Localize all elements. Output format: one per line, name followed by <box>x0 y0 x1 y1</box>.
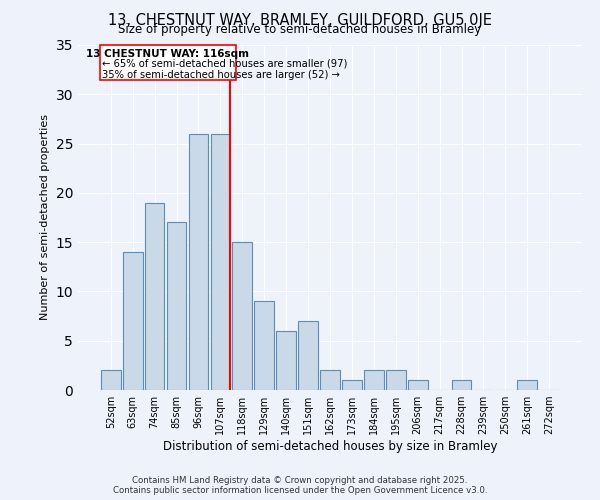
Bar <box>364 370 384 390</box>
Bar <box>167 222 187 390</box>
Bar <box>386 370 406 390</box>
Bar <box>320 370 340 390</box>
Bar <box>211 134 230 390</box>
Bar <box>408 380 428 390</box>
Text: 13, CHESTNUT WAY, BRAMLEY, GUILDFORD, GU5 0JE: 13, CHESTNUT WAY, BRAMLEY, GUILDFORD, GU… <box>108 12 492 28</box>
Bar <box>101 370 121 390</box>
Bar <box>254 302 274 390</box>
Text: Size of property relative to semi-detached houses in Bramley: Size of property relative to semi-detach… <box>118 22 482 36</box>
FancyBboxPatch shape <box>100 45 236 80</box>
Bar <box>276 331 296 390</box>
Bar <box>188 134 208 390</box>
Text: Contains HM Land Registry data © Crown copyright and database right 2025.
Contai: Contains HM Land Registry data © Crown c… <box>113 476 487 495</box>
Bar <box>145 202 164 390</box>
Text: 35% of semi-detached houses are larger (52) →: 35% of semi-detached houses are larger (… <box>102 70 340 80</box>
Bar <box>517 380 537 390</box>
Bar <box>123 252 143 390</box>
Bar <box>232 242 252 390</box>
X-axis label: Distribution of semi-detached houses by size in Bramley: Distribution of semi-detached houses by … <box>163 440 497 453</box>
Bar <box>342 380 362 390</box>
Bar <box>452 380 472 390</box>
Y-axis label: Number of semi-detached properties: Number of semi-detached properties <box>40 114 50 320</box>
Bar <box>298 321 318 390</box>
Text: ← 65% of semi-detached houses are smaller (97): ← 65% of semi-detached houses are smalle… <box>102 59 347 69</box>
Text: 13 CHESTNUT WAY: 116sqm: 13 CHESTNUT WAY: 116sqm <box>86 49 249 59</box>
